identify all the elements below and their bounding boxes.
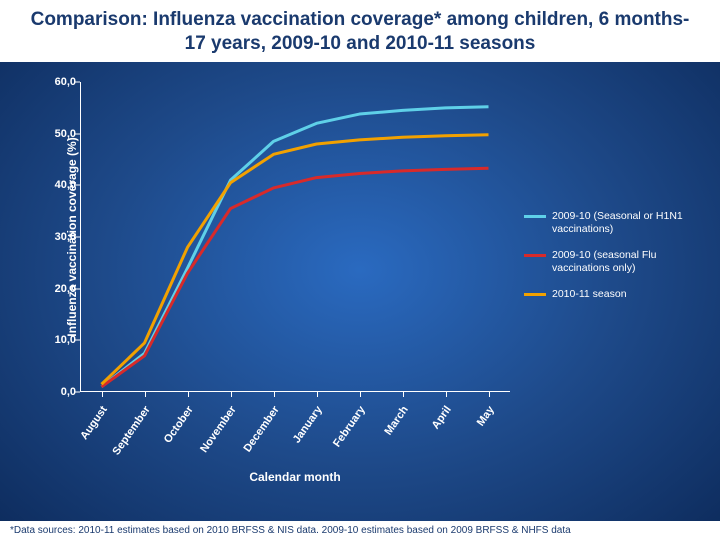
- x-tick-mark: [188, 392, 189, 397]
- x-tick-label: February: [330, 404, 367, 449]
- y-tick-label: 20,0: [36, 283, 76, 295]
- y-tick-label: 30,0: [36, 231, 76, 243]
- y-tick-label: 60,0: [36, 76, 76, 88]
- y-tick-mark: [75, 185, 80, 186]
- legend-swatch: [524, 254, 546, 257]
- x-tick-label: August: [78, 404, 110, 442]
- chart-lines-svg: [80, 82, 510, 392]
- x-tick-label: December: [241, 404, 281, 454]
- x-tick-mark: [403, 392, 404, 397]
- y-tick-mark: [75, 82, 80, 83]
- series-line: [102, 135, 489, 385]
- y-tick-mark: [75, 340, 80, 341]
- y-tick-label: 50,0: [36, 128, 76, 140]
- x-axis-title: Calendar month: [80, 470, 510, 484]
- legend-item: 2010-11 season: [524, 288, 716, 301]
- legend: 2009-10 (Seasonal or H1N1 vaccinations) 2…: [524, 210, 716, 315]
- x-tick-label: September: [110, 404, 152, 457]
- x-tick-mark: [489, 392, 490, 397]
- legend-item: 2009-10 (Seasonal or H1N1 vaccinations): [524, 210, 716, 235]
- slide-title: Comparison: Influenza vaccination covera…: [24, 8, 696, 56]
- x-tick-label: March: [382, 404, 410, 437]
- footnote: *Data sources: 2010-11 estimates based o…: [0, 521, 720, 540]
- legend-item: 2009-10 (seasonal Flu vaccinations only): [524, 249, 716, 274]
- x-tick-mark: [360, 392, 361, 397]
- legend-swatch: [524, 215, 546, 218]
- slide: Comparison: Influenza vaccination covera…: [0, 0, 720, 540]
- x-tick-label: October: [161, 404, 195, 445]
- y-tick-mark: [75, 237, 80, 238]
- legend-label: 2009-10 (seasonal Flu vaccinations only): [552, 249, 716, 274]
- y-tick-label: 10,0: [36, 334, 76, 346]
- x-tick-label: May: [474, 404, 496, 428]
- x-tick-label: January: [290, 404, 324, 445]
- x-tick-mark: [231, 392, 232, 397]
- x-tick-label: April: [429, 404, 453, 431]
- legend-label: 2009-10 (Seasonal or H1N1 vaccinations): [552, 210, 716, 235]
- y-tick-mark: [75, 288, 80, 289]
- title-area: Comparison: Influenza vaccination covera…: [0, 0, 720, 62]
- x-tick-mark: [446, 392, 447, 397]
- x-tick-mark: [274, 392, 275, 397]
- series-line: [102, 168, 489, 387]
- y-tick-mark: [75, 133, 80, 134]
- plot-region: Influenza vaccination coverage (%) Calen…: [80, 82, 510, 392]
- y-tick-mark: [75, 392, 80, 393]
- x-tick-mark: [145, 392, 146, 397]
- legend-label: 2010-11 season: [552, 288, 716, 301]
- y-tick-label: 40,0: [36, 179, 76, 191]
- x-tick-mark: [317, 392, 318, 397]
- chart-area: Influenza vaccination coverage (%) Calen…: [24, 82, 696, 492]
- legend-swatch: [524, 293, 546, 296]
- x-tick-label: November: [198, 404, 239, 455]
- y-tick-label: 0,0: [36, 386, 76, 398]
- x-tick-mark: [102, 392, 103, 397]
